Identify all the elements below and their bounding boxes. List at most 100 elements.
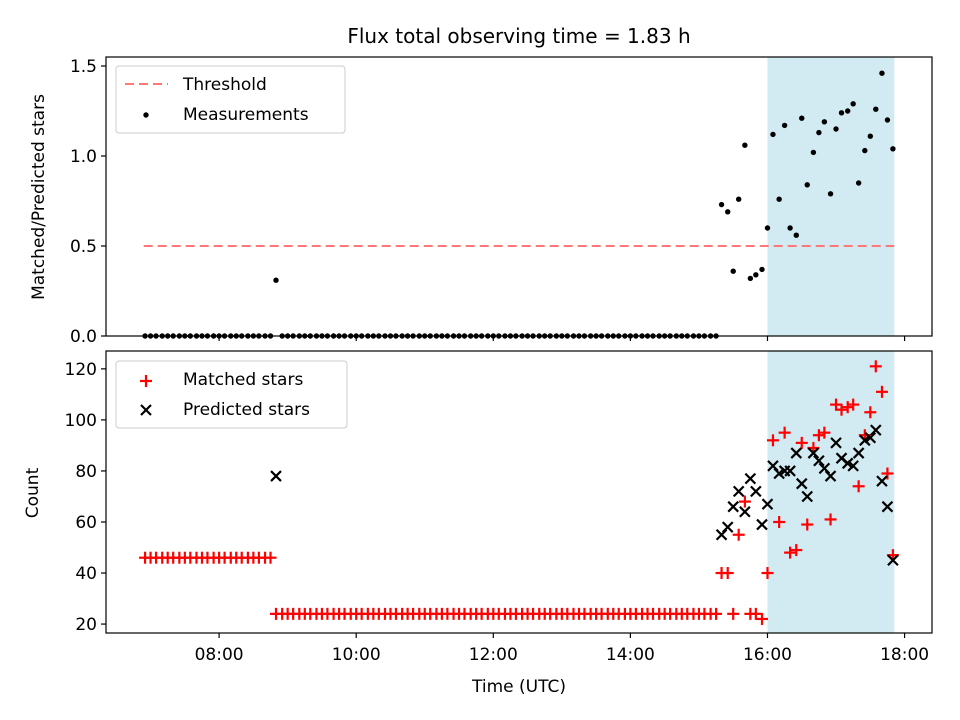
measurement-point [804, 182, 810, 188]
predicted-star-point [727, 500, 739, 513]
y-tick-label: 0.0 [70, 327, 97, 347]
measurement-point [810, 149, 817, 156]
matched-star-point [761, 567, 774, 580]
top-legend-box [115, 65, 346, 134]
matched-stars-points [139, 360, 899, 625]
y-tick-label: 100 [65, 411, 97, 431]
x-axis-label: Time (UTC) [471, 677, 566, 697]
bottom-x-ticks: 08:00 10:00 12:00 14:00 16:00 18:00 [195, 633, 929, 665]
matched-star-point [824, 513, 837, 526]
measurement-point [753, 272, 759, 278]
matched-star-point [766, 434, 779, 447]
top-shaded-span [767, 57, 895, 336]
legend-matched-swatch [140, 375, 152, 387]
predicted-star-point [790, 447, 803, 459]
matched-star-point [835, 403, 848, 416]
measurement-point [850, 101, 856, 107]
matched-star-point [830, 398, 843, 411]
y-tick-label: 40 [75, 564, 97, 584]
matched-star-point [812, 429, 825, 442]
y-tick-label: 1.0 [70, 147, 97, 167]
predicted-star-point [852, 447, 865, 459]
measurement-point [867, 133, 874, 139]
measurement-point [821, 119, 828, 125]
predicted-star-point [887, 554, 899, 567]
measurement-point [747, 275, 754, 282]
measurement-point [735, 196, 742, 202]
measurement-point [764, 225, 771, 231]
measurement-point [838, 110, 845, 116]
y-tick-label: 1.5 [70, 57, 97, 77]
measurement-point [742, 142, 748, 148]
predicted-star-point [801, 490, 814, 503]
measurement-point [816, 129, 822, 136]
matched-star-point [790, 544, 803, 557]
x-tick-label: 12:00 [469, 645, 518, 665]
predicted-star-point [756, 518, 768, 531]
matched-star-point [738, 495, 751, 508]
matched-star-point [710, 607, 723, 620]
matched-star-point [841, 401, 854, 414]
x-tick-label: 14:00 [606, 645, 655, 665]
matched-star-point [773, 515, 786, 528]
chart-title: Flux total observing time = 1.83 h [347, 24, 690, 48]
matched-star-point [749, 607, 762, 620]
predicted-star-point [813, 454, 825, 467]
y-tick-label: 80 [75, 462, 97, 482]
measurement-point [855, 180, 862, 186]
matched-star-point [727, 607, 740, 620]
measurement-point [781, 122, 788, 129]
predicted-star-point [270, 470, 282, 482]
measurement-point [862, 147, 868, 154]
bottom-shaded-span [767, 351, 895, 633]
measurement-point [787, 225, 793, 231]
legend-predicted-label: Predicted stars [183, 400, 310, 420]
predicted-star-point [824, 470, 837, 482]
bottom-panel: 20 40 60 80 100 120 08:00 10:00 12:00 14:00 16:00… [23, 350, 933, 697]
legend-matched-label: Matched stars [183, 370, 303, 390]
predicted-star-point [830, 437, 842, 449]
top-legend: Threshold Measurements [115, 65, 346, 134]
predicted-star-point [876, 475, 888, 487]
matched-star-point [778, 426, 791, 439]
bottom-y-axis-label: Count [23, 467, 43, 518]
measurement-point [879, 70, 885, 76]
y-tick-label: 20 [75, 615, 97, 635]
measurement-point [273, 277, 279, 283]
matched-star-point [847, 398, 860, 411]
bottom-axes-frame [105, 350, 933, 634]
predicted-star-point [807, 447, 820, 459]
measurement-point [890, 146, 896, 152]
matched-star-point [264, 551, 277, 564]
top-y-ticks: 0.0 0.5 1.0 1.5 [70, 57, 106, 347]
measurement-point [730, 268, 736, 274]
predicted-star-point [750, 485, 762, 498]
measurement-point [725, 209, 731, 215]
measurement-point [799, 115, 805, 121]
measurement-point [793, 232, 799, 238]
measurement-point [718, 201, 725, 208]
predicted-star-point [739, 506, 751, 518]
matched-star-point [721, 567, 734, 580]
matched-star-point [818, 426, 831, 439]
predicted-star-point [881, 500, 894, 513]
measurement-point [759, 266, 765, 273]
x-tick-label: 18:00 [880, 645, 929, 665]
predicted-stars-points [270, 424, 899, 567]
bottom-legend-box [115, 360, 348, 429]
x-tick-label: 16:00 [743, 645, 792, 665]
predicted-star-point [795, 477, 808, 490]
x-tick-label: 08:00 [195, 645, 244, 665]
predicted-star-point [784, 465, 796, 477]
y-tick-label: 60 [75, 513, 97, 533]
measurement-point [770, 131, 776, 138]
predicted-star-point [721, 521, 734, 533]
matched-star-point [784, 546, 797, 559]
measurement-point [884, 117, 891, 123]
predicted-star-point [744, 472, 757, 485]
measurement-point [873, 106, 879, 112]
legend-threshold-label: Threshold [182, 75, 267, 95]
top-panel: 0.0 0.5 1.0 1.5 Matched/Predicted stars Thr… [29, 56, 933, 347]
measurement-point [844, 108, 851, 114]
